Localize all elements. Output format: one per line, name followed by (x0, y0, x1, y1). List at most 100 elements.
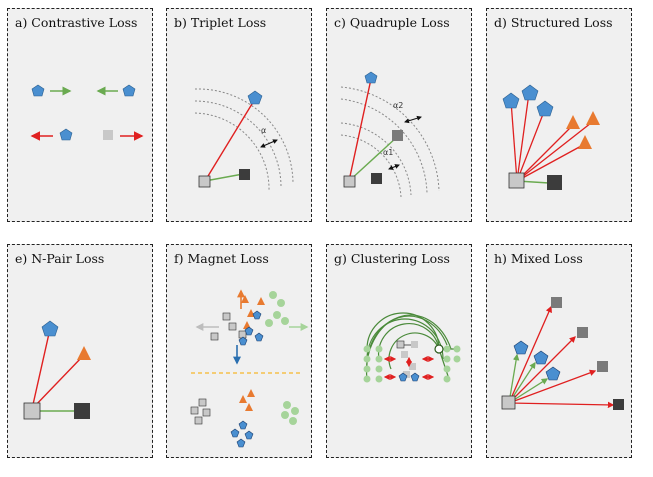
circle-icon (375, 355, 383, 363)
medoid-circle-icon (434, 344, 444, 354)
red-arrow (508, 401, 615, 409)
clustering-diagram (363, 312, 461, 383)
circle-icon (265, 319, 273, 327)
red-link (204, 98, 256, 182)
square-icon (396, 340, 405, 349)
triangle-icon (578, 135, 592, 149)
square-icon (198, 398, 207, 407)
red-link (31, 328, 51, 410)
mid-square-icon (551, 297, 562, 308)
panel-title: b) Triplet Loss (174, 15, 267, 30)
mid-square-icon (597, 361, 608, 372)
panel-n-pair-loss: e) N-Pair Loss (7, 244, 153, 458)
magnet-diagram (190, 289, 309, 448)
triangle-icon (586, 111, 600, 125)
red-arrow (508, 369, 597, 404)
panel-title: h) Mixed Loss (494, 251, 583, 266)
circle-icon (273, 311, 281, 319)
pentagon-icon (410, 372, 420, 382)
pentagon-icon (398, 372, 408, 382)
pentagon-icon (254, 332, 264, 342)
circle-icon (443, 355, 451, 363)
circle-icon (453, 345, 461, 353)
red-link (348, 78, 372, 182)
panel-magnet-loss: f) Magnet Loss (166, 244, 312, 458)
circle-icon (443, 345, 451, 353)
circle-icon (289, 417, 297, 425)
circle-icon (281, 317, 289, 325)
red-link (510, 100, 518, 182)
circle-icon (363, 375, 371, 383)
triangle-icon (247, 309, 255, 317)
circle-icon (291, 407, 299, 415)
square-icon (409, 363, 416, 370)
square-icon (401, 351, 408, 358)
red-link (516, 108, 546, 182)
red-link (516, 144, 584, 182)
mid-square-icon (577, 327, 588, 338)
red-arrow (508, 336, 576, 404)
pentagon-icon (521, 84, 539, 101)
red-link (31, 356, 83, 410)
circle-icon (269, 291, 277, 299)
triangle-icon (247, 389, 255, 397)
square-icon (210, 332, 219, 341)
pentagon-icon (513, 340, 529, 355)
pentagon-icon (545, 366, 561, 381)
anchor-square-icon (501, 395, 516, 410)
triangle-icon (241, 295, 249, 303)
triangle-icon (239, 395, 247, 403)
red-link (516, 92, 530, 182)
circle-icon (363, 355, 371, 363)
pentagon-icon (238, 420, 248, 430)
pentagon-icon (364, 71, 378, 84)
circle-icon (281, 411, 289, 419)
panel-mixed-loss: h) Mixed Loss (486, 244, 632, 458)
anchor-square-icon (508, 172, 525, 189)
circle-icon (375, 375, 383, 383)
panel-title: e) N-Pair Loss (15, 251, 105, 266)
pentagon-icon (533, 350, 549, 365)
pentagon-icon (502, 92, 520, 109)
green-link (204, 173, 244, 182)
red-link (516, 126, 572, 182)
margin-arrow (404, 115, 422, 124)
circle-icon (453, 355, 461, 363)
square-icon (411, 341, 418, 348)
margin-label: α (261, 126, 266, 135)
negative-square-icon (613, 399, 624, 410)
square-icon (103, 130, 113, 140)
panel-clustering-loss: g) Clustering Loss (326, 244, 472, 458)
triangle-icon (257, 297, 265, 305)
pentagon-icon (252, 310, 262, 320)
square-icon (202, 408, 211, 417)
panel-structured-loss: d) Structured Loss (486, 8, 632, 222)
triangle-icon (245, 403, 253, 411)
pentagon-icon (244, 430, 254, 440)
circle-icon (277, 299, 285, 307)
circle-icon (363, 345, 371, 353)
square-icon (238, 330, 247, 339)
circle-icon (363, 365, 371, 373)
pentagon-icon (247, 90, 263, 105)
anchor-square-icon (343, 175, 356, 188)
triangle-icon (77, 346, 91, 360)
triplet-diagram: α (194, 88, 294, 192)
circle-icon (283, 401, 291, 409)
green-arrow (508, 353, 520, 404)
margin-label: α1 (383, 148, 393, 157)
mid-square-icon (392, 130, 403, 141)
panel-title: c) Quadruple Loss (334, 15, 450, 30)
circle-icon (443, 365, 451, 373)
contrastive-diagram (30, 84, 144, 141)
panel-title: f) Magnet Loss (174, 251, 269, 266)
panel-title: d) Structured Loss (494, 15, 613, 30)
panel-title: g) Clustering Loss (334, 251, 450, 266)
structured-diagram (502, 84, 600, 190)
circle-icon (375, 345, 383, 353)
pentagon-icon (59, 128, 73, 141)
square-icon (228, 322, 237, 331)
margin-arrow (260, 139, 278, 148)
red-link (516, 122, 592, 182)
green-link (348, 136, 398, 182)
